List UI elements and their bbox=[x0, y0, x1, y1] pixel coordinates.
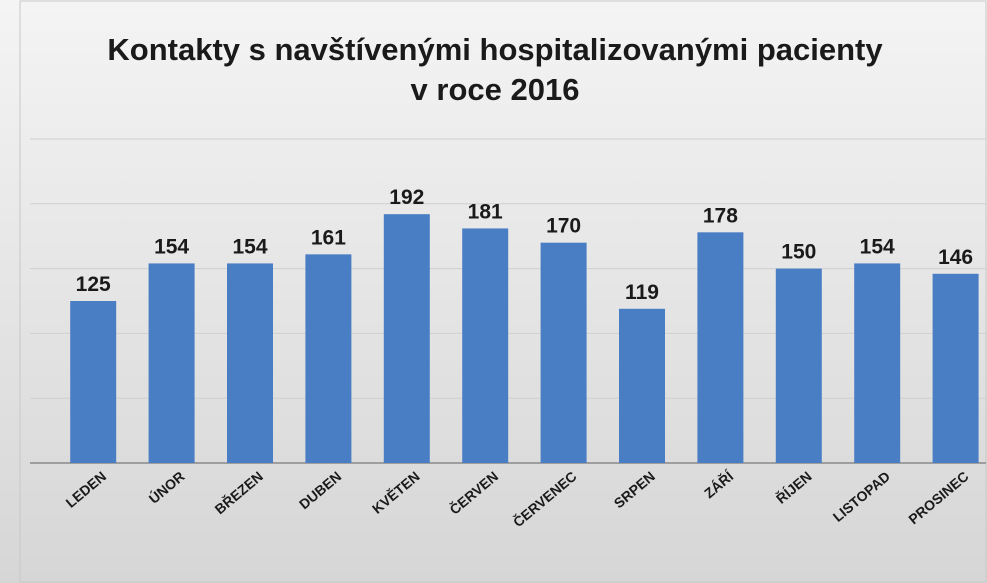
bar bbox=[854, 263, 901, 463]
x-tick-label: ŘÍJEN bbox=[772, 467, 815, 507]
data-label: 181 bbox=[468, 200, 503, 223]
bar bbox=[775, 268, 822, 463]
x-tick-label: DUBEN bbox=[296, 468, 344, 512]
data-label: 192 bbox=[389, 186, 424, 209]
bar bbox=[305, 254, 352, 463]
bar bbox=[540, 242, 587, 463]
data-label: 154 bbox=[232, 235, 267, 258]
x-tick-label: ČERVEN bbox=[446, 467, 501, 517]
bar bbox=[619, 308, 665, 463]
x-tick-label: KVĚTEN bbox=[368, 467, 422, 517]
x-tick-label: ÚNOR bbox=[145, 467, 188, 507]
chart-border bbox=[19, 0, 987, 583]
x-tick-label: PROSINEC bbox=[905, 468, 971, 527]
data-label: 154 bbox=[860, 235, 895, 258]
bar bbox=[148, 263, 195, 463]
chart-title: Kontakty s navštívenými hospitalizovaným… bbox=[107, 32, 883, 107]
x-tick-label: BŘEZEN bbox=[211, 467, 266, 517]
bar bbox=[383, 214, 430, 463]
bar bbox=[697, 232, 744, 463]
data-label: 125 bbox=[76, 273, 111, 296]
bar bbox=[932, 273, 979, 463]
bar bbox=[70, 301, 117, 463]
x-tick-label: SRPEN bbox=[611, 468, 658, 511]
data-label: 119 bbox=[625, 281, 659, 304]
data-label: 154 bbox=[154, 235, 189, 258]
x-tick-label: ZÁŘÍ bbox=[700, 467, 737, 502]
x-tick-label: LISTOPAD bbox=[830, 468, 894, 525]
data-label: 161 bbox=[311, 226, 346, 249]
data-label: 178 bbox=[703, 204, 738, 227]
x-tick-label: ČERVENEC bbox=[509, 467, 579, 530]
data-label: 146 bbox=[938, 246, 973, 269]
bar bbox=[227, 263, 273, 463]
data-label: 150 bbox=[781, 241, 816, 264]
data-label: 170 bbox=[546, 215, 581, 238]
x-tick-label: LEDEN bbox=[62, 468, 109, 511]
bar bbox=[462, 228, 509, 463]
